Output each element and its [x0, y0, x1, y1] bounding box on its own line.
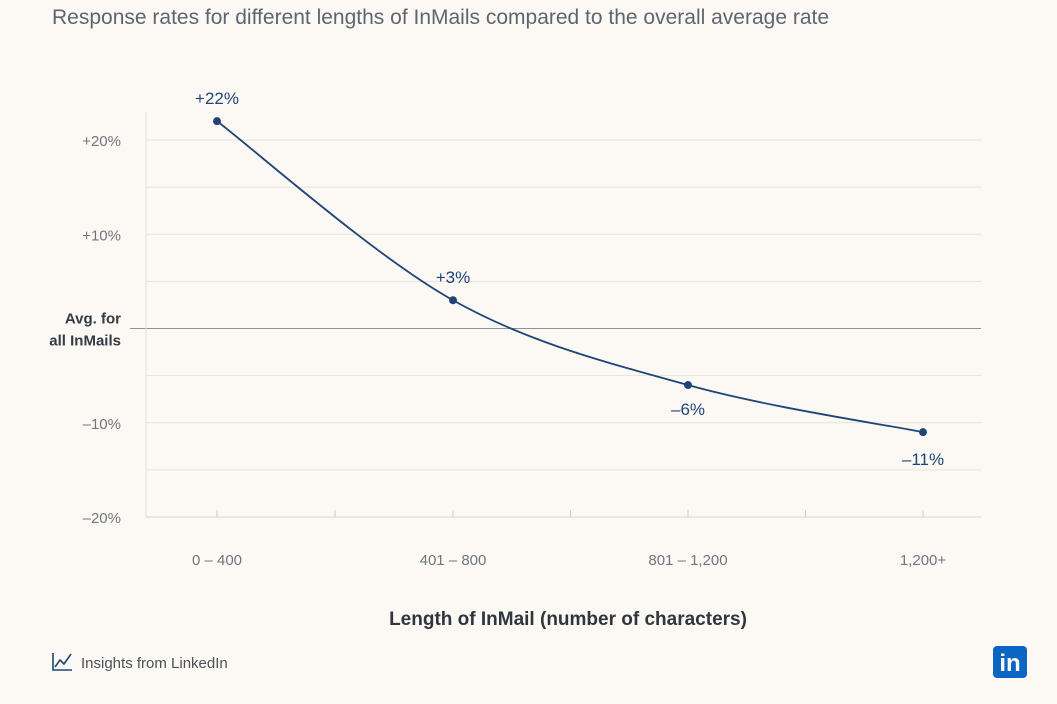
data-point — [919, 428, 927, 437]
data-label: +3% — [436, 268, 471, 287]
series-line-path — [216, 120, 924, 434]
y-tick-label: +10% — [82, 227, 121, 244]
source-text: Insights from LinkedIn — [81, 655, 228, 672]
data-label: +22% — [195, 89, 239, 108]
y-tick-label: +20% — [82, 133, 121, 150]
y-tick-labels: +20% +10% Avg. for all InMails –10% –20% — [49, 133, 121, 527]
x-tick-label: 1,200+ — [900, 552, 947, 569]
x-tick-label: 0 – 400 — [192, 552, 242, 569]
data-label: –6% — [671, 400, 705, 419]
data-labels: +22% +3% –6% –11% — [195, 89, 944, 469]
trend-line-icon — [52, 653, 72, 671]
baseline-label: all InMails — [49, 333, 121, 350]
data-points — [213, 117, 927, 437]
data-point — [684, 381, 692, 390]
source-attribution: Insights from LinkedIn — [52, 653, 228, 672]
axes — [145, 112, 981, 518]
y-tick-label: –10% — [83, 416, 121, 433]
linkedin-logo-text: in — [999, 650, 1020, 677]
x-tick-label: 401 – 800 — [420, 552, 487, 569]
series-line — [216, 120, 924, 434]
y-tick-label: –20% — [83, 510, 121, 527]
data-point — [449, 296, 457, 305]
x-tick-label: 801 – 1,200 — [648, 552, 727, 569]
x-tick-labels: 0 – 400 401 – 800 801 – 1,200 1,200+ — [192, 552, 946, 569]
grid-lines — [130, 139, 981, 471]
data-label: –11% — [902, 450, 944, 469]
chart-title: Response rates for different lengths of … — [52, 6, 829, 29]
baseline-label: Avg. for — [65, 311, 121, 328]
data-point — [213, 117, 221, 126]
x-axis-title: Length of InMail (number of characters) — [389, 609, 747, 630]
linkedin-logo-icon: in — [993, 646, 1027, 678]
